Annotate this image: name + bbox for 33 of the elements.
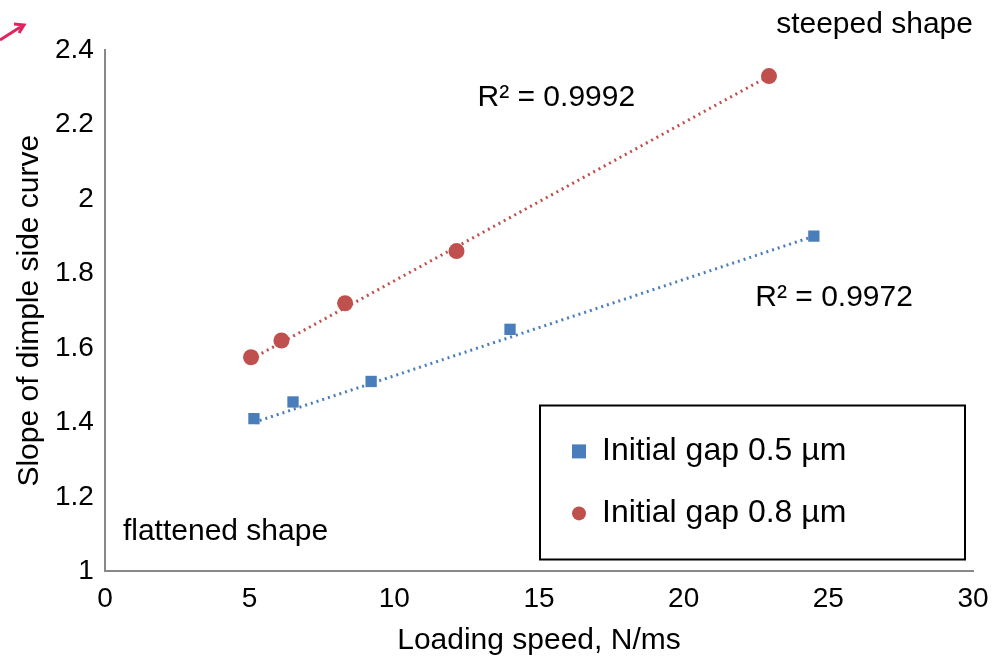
legend-label: Initial gap 0.5 µm: [602, 431, 847, 468]
annotation: flattened shape: [122, 512, 329, 546]
x-tick-label: 30: [957, 581, 989, 613]
point: [243, 349, 260, 366]
point: [248, 413, 260, 425]
point: [337, 295, 354, 312]
x-tick-label: 10: [378, 581, 410, 613]
y-tick-label: 1: [78, 554, 94, 586]
y-axis-title: Slope of dimple side curve: [11, 134, 45, 487]
x-tick-label: 0: [97, 581, 113, 613]
point: [504, 323, 516, 335]
point: [273, 332, 290, 349]
point: [287, 396, 299, 408]
y-tick-label: 1.6: [54, 330, 94, 362]
point: [448, 243, 465, 260]
y-tick-label: 1.8: [54, 256, 94, 288]
y-tick-label: 2.4: [54, 32, 94, 64]
y-tick-label: 1.2: [54, 479, 94, 511]
point: [761, 68, 777, 85]
y-tick-label: 2.2: [54, 107, 94, 139]
text: steeped shape: [776, 6, 973, 40]
y-tick-label: 2: [78, 181, 94, 213]
x-tick-label: 15: [523, 581, 555, 613]
x-axis-title: Loading speed, N/ms: [397, 622, 681, 656]
x-tick-label: 5: [241, 581, 258, 613]
legend-label: Initial gap 0.8 µm: [602, 493, 847, 530]
y-tick-label: 1.4: [54, 405, 94, 437]
point: [808, 230, 820, 242]
annotation: R² = 0.9992: [477, 78, 636, 112]
annotation: R² = 0.9972: [755, 279, 913, 313]
x-tick-label: 25: [812, 581, 844, 613]
point: [365, 375, 377, 388]
x-tick-label: 20: [668, 581, 700, 613]
